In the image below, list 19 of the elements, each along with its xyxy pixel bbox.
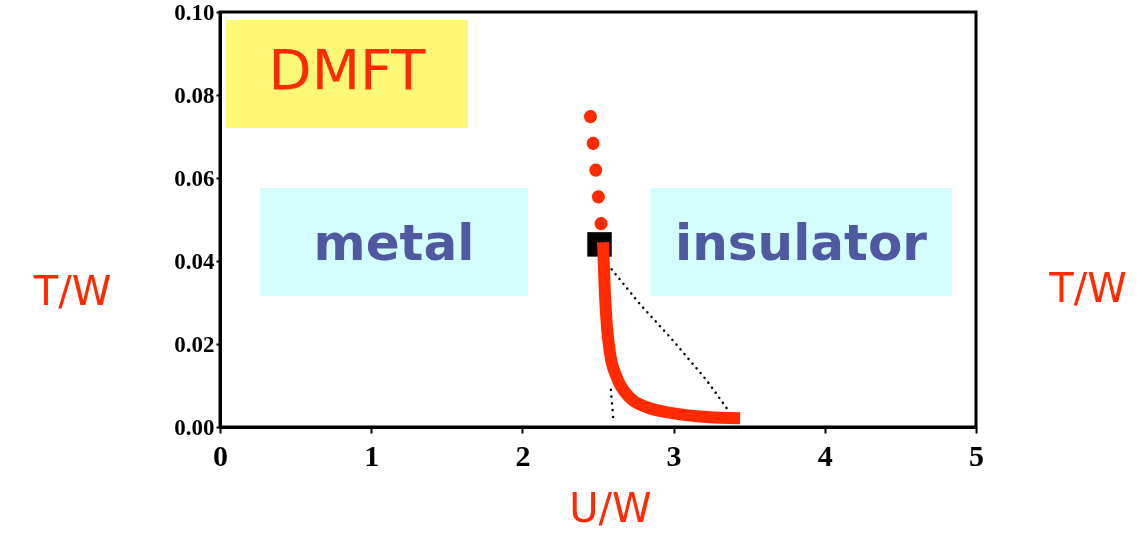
- line-series: [610, 268, 728, 410]
- text: T/W: [1048, 265, 1127, 311]
- annotation: insulator: [675, 214, 928, 272]
- x-axis-title: U/W: [569, 484, 652, 531]
- y-tick-label: 0.04: [174, 248, 215, 274]
- x-tick-label: 2: [515, 438, 531, 472]
- x-tick-label: 0: [213, 438, 228, 472]
- x-tick-label: 4: [817, 438, 833, 472]
- x-tick-label: 3: [666, 438, 682, 472]
- y-tick-label: 0.02: [174, 331, 215, 357]
- y-axis-title: T/W: [32, 267, 112, 314]
- x-tick-label: 1: [364, 438, 380, 472]
- y-tick-label: 0.10: [174, 0, 215, 25]
- x-tick-label: 5: [969, 438, 984, 472]
- y-tick-label: 0.08: [174, 82, 215, 108]
- y-tick-label: 0.06: [174, 165, 215, 191]
- y-tick-label: 0.00: [174, 414, 215, 440]
- annotation: metal: [313, 214, 475, 272]
- text: DMFT: [268, 37, 427, 102]
